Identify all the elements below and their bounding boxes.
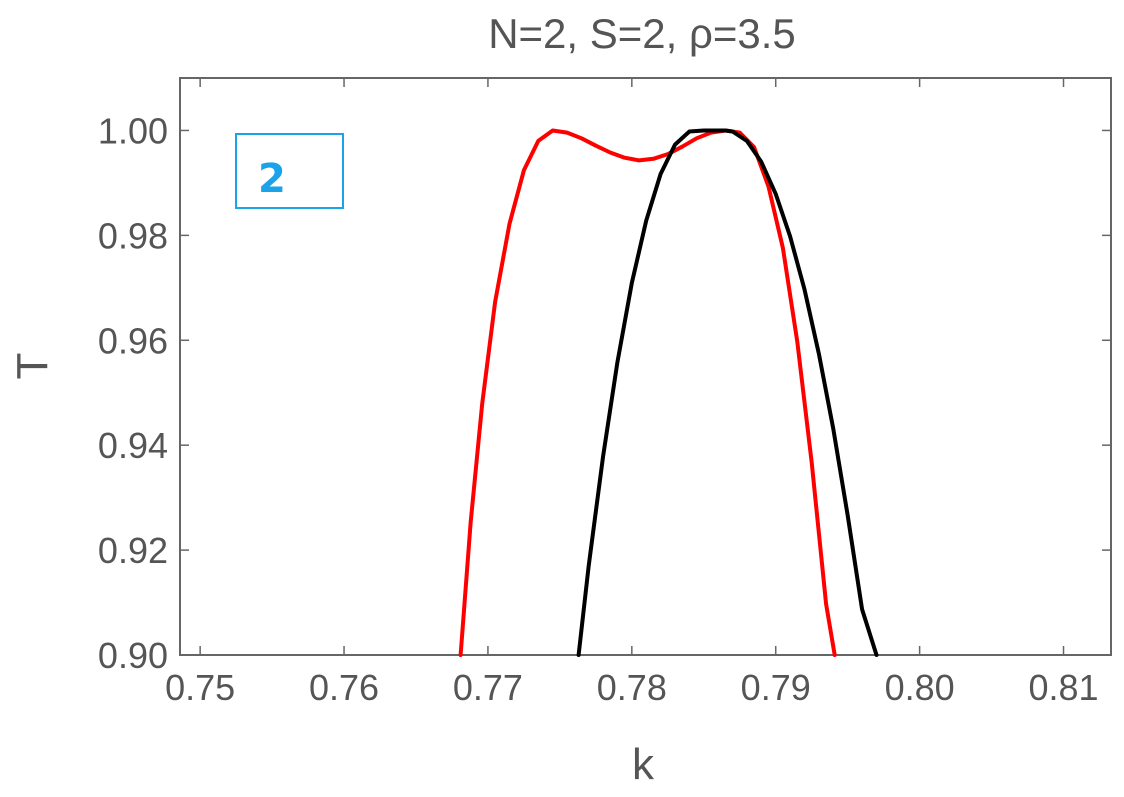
x-axis-label: k [632, 740, 655, 789]
y-tick-label: 0.90 [98, 635, 168, 676]
annotation-box-border [235, 133, 344, 209]
y-tick-label: 0.96 [98, 320, 168, 361]
x-tick-label: 0.77 [453, 667, 523, 708]
x-tick-label: 0.80 [885, 667, 955, 708]
y-tick-label: 1.00 [98, 110, 168, 151]
annotation-label: 2 [258, 156, 286, 202]
plot-frame [179, 77, 1112, 656]
y-tick-label: 0.92 [98, 530, 168, 571]
x-tick-label: 0.76 [309, 667, 379, 708]
x-tick-label: 0.81 [1028, 667, 1098, 708]
annotation-box: 2 [235, 133, 344, 209]
x-tick-label: 0.78 [597, 667, 667, 708]
y-axis-label: T [8, 353, 57, 380]
series-line-2 [576, 128, 879, 657]
x-tick-label: 0.75 [165, 667, 235, 708]
ticks-layer: 0.75 0.76 0.77 0.78 0.79 0.80 0.81 0.90 0.92 0.94… [98, 78, 1111, 708]
chart-title: N=2, S=2, ρ=3.5 [488, 10, 796, 57]
y-tick-label: 0.94 [98, 425, 168, 466]
series-line-1 [458, 128, 837, 657]
x-tick-label: 0.79 [741, 667, 811, 708]
series-layer [458, 128, 879, 657]
y-tick-label: 0.98 [98, 215, 168, 256]
